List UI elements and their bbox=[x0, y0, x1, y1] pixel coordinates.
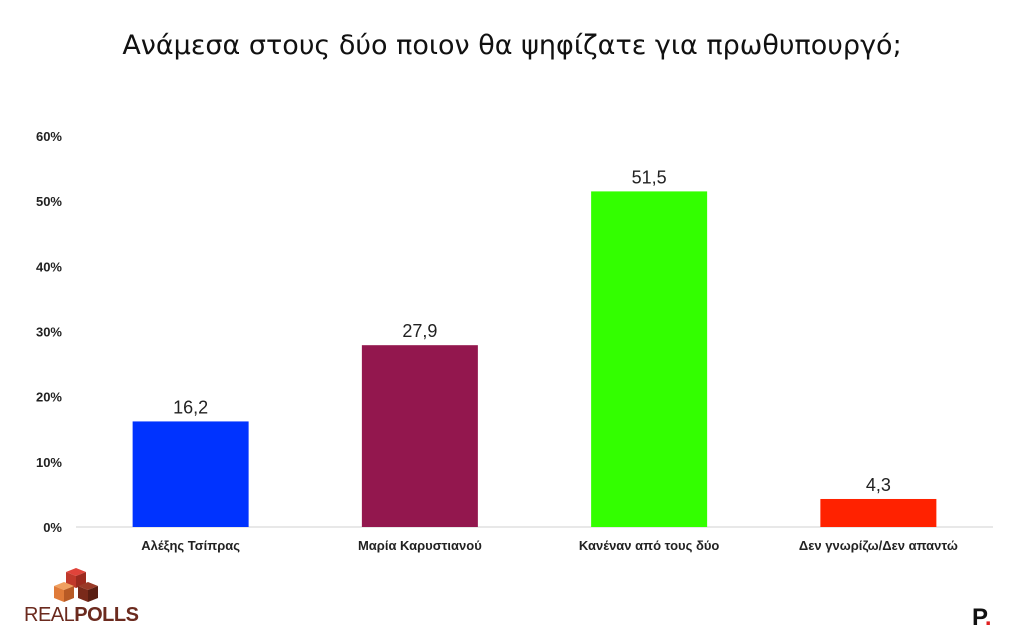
bar-data-label: 51,5 bbox=[632, 167, 667, 187]
bar-data-label: 4,3 bbox=[866, 475, 891, 495]
data-labels: 16,2 27,9 51,5 4,3 bbox=[173, 167, 891, 495]
bar bbox=[361, 345, 478, 527]
publisher-mark-letter: P bbox=[972, 604, 985, 631]
y-tick-label: 40% bbox=[36, 259, 62, 274]
category-labels: Αλέξης Τσίπρας Μαρία Καρυστιανού Κανέναν α… bbox=[141, 538, 958, 553]
realpolls-cube-logo-icon bbox=[54, 568, 98, 602]
bar-data-label: 27,9 bbox=[402, 321, 437, 341]
x-category-label: Κανέναν από τους δύο bbox=[579, 538, 720, 553]
y-tick-label: 50% bbox=[36, 194, 62, 209]
x-category-label: Μαρία Καρυστιανού bbox=[358, 538, 482, 553]
bar bbox=[132, 421, 249, 527]
bar bbox=[820, 498, 937, 527]
realpolls-logo: REALPOLLS bbox=[24, 568, 139, 632]
y-tick-label: 0% bbox=[43, 520, 62, 535]
logo-text-light: REAL bbox=[24, 604, 75, 626]
realpolls-logo-text: REALPOLLS bbox=[24, 604, 139, 627]
chart-title: Ανάμεσα στους δύο ποιον θα ψηφίζατε για … bbox=[122, 30, 902, 61]
y-axis-ticks: 0% 10% 20% 30% 40% 50% 60% bbox=[36, 129, 62, 535]
y-tick-label: 20% bbox=[36, 390, 62, 405]
x-category-label: Δεν γνωρίζω/Δεν απαντώ bbox=[799, 538, 958, 553]
bar bbox=[591, 191, 708, 527]
y-tick-label: 30% bbox=[36, 325, 62, 340]
x-category-label: Αλέξης Τσίπρας bbox=[141, 538, 240, 553]
publisher-mark-dot: . bbox=[984, 604, 992, 631]
publisher-mark: P. bbox=[972, 604, 992, 632]
logo-text-bold: POLLS bbox=[74, 604, 139, 626]
y-tick-label: 10% bbox=[36, 455, 62, 470]
bar-data-label: 16,2 bbox=[173, 397, 208, 417]
y-tick-label: 60% bbox=[36, 129, 62, 144]
bars bbox=[132, 191, 937, 527]
